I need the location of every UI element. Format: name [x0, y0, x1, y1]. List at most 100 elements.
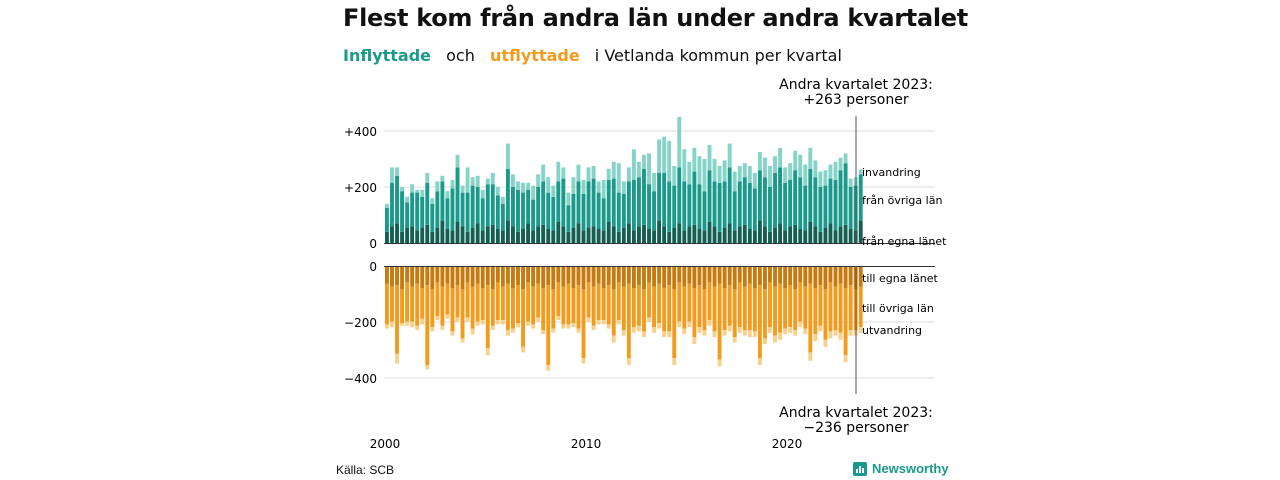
bar-fran-ovriga-lan — [778, 167, 783, 224]
bar-utvandring — [606, 324, 611, 329]
bar-fran-egna-lanet — [631, 230, 636, 243]
bar-till-egna-lanet — [642, 267, 646, 290]
bar-fran-egna-lanet — [742, 224, 747, 243]
bar-invandring — [415, 189, 420, 193]
bar-till-ovriga-lan — [647, 282, 651, 318]
bar-invandring — [707, 145, 712, 171]
bar-till-ovriga-lan — [687, 283, 692, 322]
bar-fran-egna-lanet — [606, 222, 611, 243]
bar-till-egna-lanet — [576, 267, 581, 286]
bar-till-egna-lanet — [702, 267, 707, 290]
bar-fran-egna-lanet — [833, 230, 838, 243]
bar-utvandring — [742, 330, 747, 336]
bar-utvandring — [823, 339, 828, 347]
bar-fran-egna-lanet — [707, 222, 712, 243]
bar-fran-ovriga-lan — [480, 198, 485, 231]
bar-till-egna-lanet — [657, 267, 662, 284]
bar-fran-egna-lanet — [687, 226, 692, 243]
bar-till-ovriga-lan — [747, 283, 752, 330]
bar-till-ovriga-lan — [551, 289, 556, 329]
bar-invandring — [687, 161, 692, 185]
bar-till-egna-lanet — [722, 267, 727, 288]
bar-till-egna-lanet — [500, 267, 505, 287]
bar-fran-ovriga-lan — [465, 192, 470, 232]
bar-fran-ovriga-lan — [410, 192, 415, 227]
bar-fran-ovriga-lan — [526, 189, 531, 224]
bar-invandring — [848, 178, 853, 187]
bar-till-egna-lanet — [455, 267, 460, 286]
bar-till-ovriga-lan — [516, 285, 520, 323]
bar-utvandring — [455, 317, 460, 322]
bar-fran-egna-lanet — [838, 226, 843, 243]
bar-fran-egna-lanet — [435, 227, 440, 243]
bar-invandring — [611, 161, 616, 179]
bar-fran-egna-lanet — [798, 229, 803, 243]
bar-utvandring — [803, 328, 808, 335]
bar-till-ovriga-lan — [662, 288, 667, 332]
bar-fran-ovriga-lan — [385, 208, 389, 232]
bar-till-egna-lanet — [415, 267, 420, 284]
bar-invandring — [490, 173, 495, 185]
bar-utvandring — [672, 358, 677, 365]
bar-utvandring — [420, 318, 425, 325]
bar-fran-ovriga-lan — [556, 181, 561, 222]
bar-till-egna-lanet — [495, 267, 500, 283]
bar-till-ovriga-lan — [460, 289, 465, 339]
bar-utvandring — [692, 337, 697, 344]
bar-utvandring — [591, 325, 596, 330]
bar-utvandring — [662, 331, 667, 337]
bar-fran-ovriga-lan — [848, 187, 853, 229]
bar-till-egna-lanet — [410, 267, 415, 287]
bar-fran-ovriga-lan — [803, 185, 808, 231]
bar-fran-egna-lanet — [460, 226, 465, 243]
bar-till-egna-lanet — [445, 267, 450, 284]
bar-till-ovriga-lan — [798, 282, 803, 322]
bar-till-ovriga-lan — [586, 282, 591, 318]
bar-till-ovriga-lan — [450, 288, 455, 332]
bar-till-egna-lanet — [430, 267, 435, 290]
bar-till-ovriga-lan — [793, 289, 798, 330]
bar-fran-egna-lanet — [616, 231, 621, 243]
bar-fran-egna-lanet — [717, 231, 722, 243]
bar-till-egna-lanet — [440, 267, 445, 287]
bar-invandring — [717, 166, 722, 183]
bar-till-ovriga-lan — [727, 285, 732, 326]
bar-invandring — [647, 153, 651, 185]
y-tick-label: −400 — [344, 372, 377, 386]
bar-invandring — [732, 171, 737, 192]
bar-invandring — [747, 166, 752, 183]
bar-fran-ovriga-lan — [682, 181, 687, 231]
bar-till-egna-lanet — [793, 267, 798, 290]
bar-till-egna-lanet — [697, 267, 702, 286]
bar-utvandring — [576, 328, 581, 333]
bar-till-ovriga-lan — [420, 288, 425, 319]
bar-fran-ovriga-lan — [566, 205, 571, 232]
bar-fran-ovriga-lan — [692, 171, 697, 225]
bar-utvandring — [828, 331, 833, 339]
bar-utvandring — [712, 331, 717, 337]
bar-till-ovriga-lan — [626, 283, 631, 358]
bar-fran-ovriga-lan — [626, 181, 631, 224]
bar-utvandring — [536, 317, 541, 322]
bar-fran-egna-lanet — [793, 224, 798, 243]
bar-utvandring — [395, 353, 399, 364]
y-tick-label: 0 — [369, 260, 377, 274]
bar-invandring — [500, 196, 505, 204]
bar-till-ovriga-lan — [652, 286, 657, 328]
bar-till-ovriga-lan — [485, 285, 490, 349]
bar-fran-egna-lanet — [415, 230, 420, 243]
bar-utvandring — [611, 335, 616, 343]
bar-invandring — [465, 167, 470, 193]
bar-till-ovriga-lan — [480, 288, 485, 321]
bar-fran-egna-lanet — [385, 231, 389, 243]
bar-invandring — [702, 159, 707, 192]
bar-fran-ovriga-lan — [858, 174, 863, 221]
bar-invandring — [470, 177, 475, 186]
bar-utvandring — [637, 325, 641, 332]
bar-till-egna-lanet — [763, 267, 767, 290]
bar-till-ovriga-lan — [843, 288, 848, 356]
bar-invandring — [788, 163, 793, 180]
bar-till-ovriga-lan — [571, 288, 576, 323]
bar-fran-ovriga-lan — [773, 173, 777, 228]
legend-till-ovriga-lan: till övriga län — [862, 302, 934, 315]
